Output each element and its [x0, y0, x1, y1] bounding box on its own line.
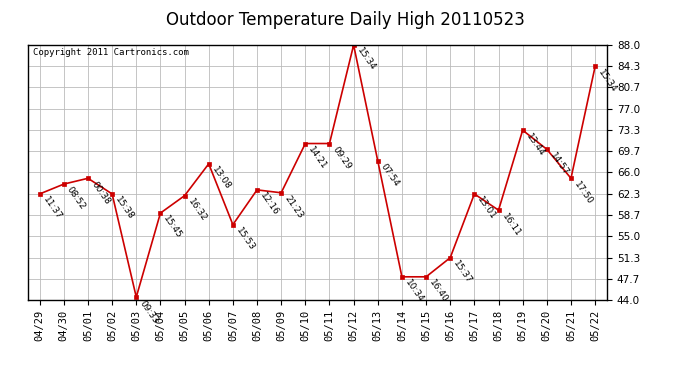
Text: 11:37: 11:37	[41, 195, 63, 222]
Text: 15:53: 15:53	[235, 226, 257, 252]
Text: 08:52: 08:52	[66, 186, 88, 212]
Text: 00:38: 00:38	[90, 180, 112, 206]
Text: 07:54: 07:54	[380, 162, 402, 189]
Text: 21:23: 21:23	[283, 194, 304, 220]
Text: 09:29: 09:29	[331, 145, 353, 171]
Text: 15:34: 15:34	[597, 68, 619, 94]
Text: 17:50: 17:50	[573, 180, 595, 206]
Text: 10:34: 10:34	[404, 278, 426, 304]
Text: 15:38: 15:38	[114, 195, 136, 222]
Text: 15:45: 15:45	[162, 214, 184, 241]
Text: 15:37: 15:37	[452, 259, 474, 285]
Text: 16:32: 16:32	[186, 197, 208, 223]
Text: 09:33: 09:33	[138, 298, 160, 325]
Text: 13:08: 13:08	[210, 165, 233, 192]
Text: 13:01: 13:01	[476, 195, 498, 222]
Text: 14:57: 14:57	[549, 151, 571, 177]
Text: 16:40: 16:40	[428, 278, 450, 304]
Text: 15:34: 15:34	[355, 46, 377, 73]
Text: Outdoor Temperature Daily High 20110523: Outdoor Temperature Daily High 20110523	[166, 11, 524, 29]
Text: 16:11: 16:11	[500, 211, 522, 238]
Text: 12:16: 12:16	[259, 191, 281, 217]
Text: Copyright 2011 Cartronics.com: Copyright 2011 Cartronics.com	[33, 48, 189, 57]
Text: 13:44: 13:44	[524, 132, 546, 158]
Text: 14:21: 14:21	[307, 145, 328, 171]
